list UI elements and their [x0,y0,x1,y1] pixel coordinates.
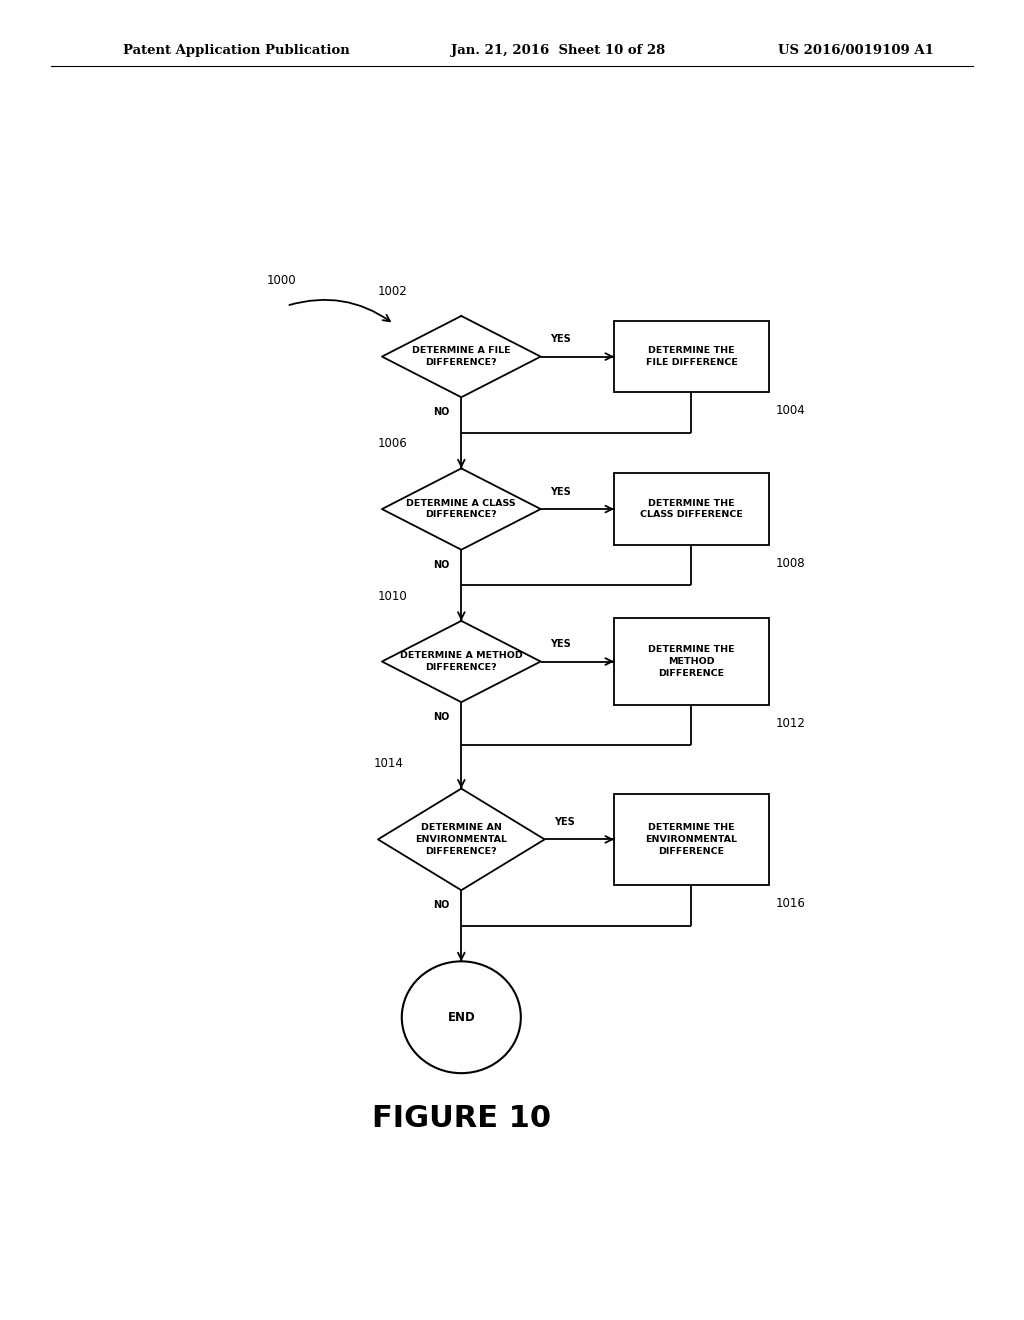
Bar [614,793,769,886]
Text: END: END [447,1011,475,1024]
Text: DETERMINE A CLASS
DIFFERENCE?: DETERMINE A CLASS DIFFERENCE? [407,499,516,520]
Text: Jan. 21, 2016  Sheet 10 of 28: Jan. 21, 2016 Sheet 10 of 28 [451,44,665,57]
Bar [614,474,769,545]
Text: DETERMINE A METHOD
DIFFERENCE?: DETERMINE A METHOD DIFFERENCE? [400,651,522,672]
Text: 1008: 1008 [775,557,805,570]
Text: 1000: 1000 [267,273,297,286]
Text: Patent Application Publication: Patent Application Publication [123,44,349,57]
Ellipse shape [401,961,521,1073]
Text: DETERMINE THE
ENVIRONMENTAL
DIFFERENCE: DETERMINE THE ENVIRONMENTAL DIFFERENCE [645,824,737,855]
Text: DETERMINE THE
FILE DIFFERENCE: DETERMINE THE FILE DIFFERENCE [645,346,737,367]
Text: YES: YES [550,487,571,496]
Text: DETERMINE AN
ENVIRONMENTAL
DIFFERENCE?: DETERMINE AN ENVIRONMENTAL DIFFERENCE? [416,824,507,855]
Text: DETERMINE THE
CLASS DIFFERENCE: DETERMINE THE CLASS DIFFERENCE [640,499,742,520]
Text: 1004: 1004 [775,404,805,417]
Text: YES: YES [550,639,571,649]
Text: NO: NO [433,560,450,570]
Text: 1010: 1010 [378,590,408,602]
Text: 1016: 1016 [775,898,805,911]
Text: YES: YES [554,817,574,828]
Text: 1014: 1014 [374,758,403,771]
Text: 1012: 1012 [775,717,805,730]
Text: NO: NO [433,713,450,722]
Text: 1002: 1002 [378,285,408,297]
Text: DETERMINE THE
METHOD
DIFFERENCE: DETERMINE THE METHOD DIFFERENCE [648,645,735,677]
Text: NO: NO [433,408,450,417]
Text: US 2016/0019109 A1: US 2016/0019109 A1 [778,44,934,57]
Text: YES: YES [550,334,571,345]
Text: DETERMINE A FILE
DIFFERENCE?: DETERMINE A FILE DIFFERENCE? [412,346,511,367]
Text: 1006: 1006 [378,437,408,450]
Bar [614,618,769,705]
Text: FIGURE 10: FIGURE 10 [372,1105,551,1134]
Bar [614,321,769,392]
Text: NO: NO [433,900,450,911]
